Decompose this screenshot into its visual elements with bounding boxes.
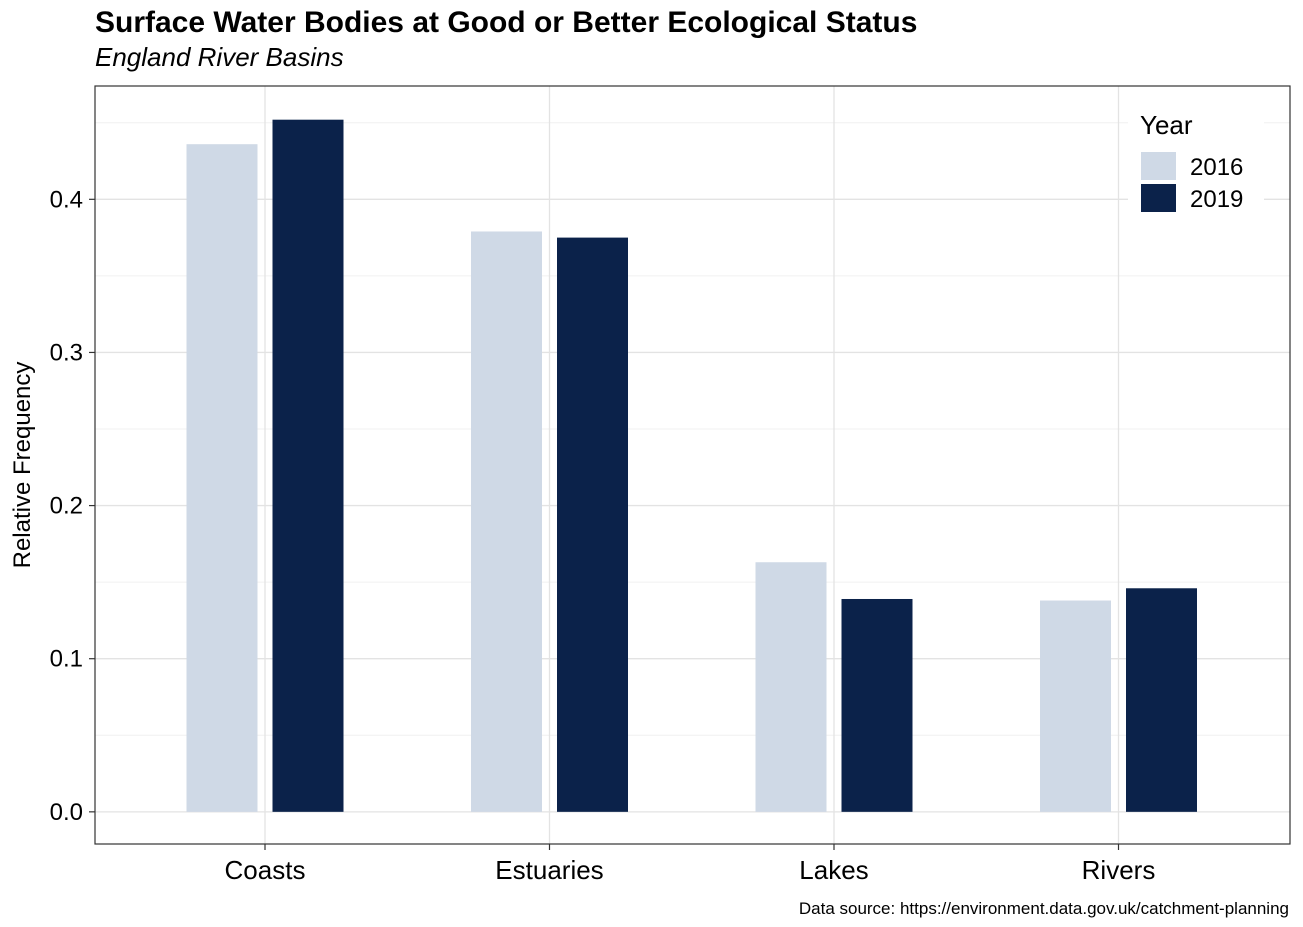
y-tick-label: 0.1 <box>50 646 83 673</box>
x-tick-label-coasts: Coasts <box>225 855 306 885</box>
legend-label-2016: 2016 <box>1190 154 1243 181</box>
bar-2016-rivers <box>1040 600 1111 812</box>
y-tick-label: 0.2 <box>50 493 83 520</box>
y-axis-title: Relative Frequency <box>9 362 36 569</box>
chart-subtitle: England River Basins <box>95 42 344 72</box>
plot-panel-border <box>94 85 1291 845</box>
legend-key-2019 <box>1141 184 1176 212</box>
y-tick-label: 0.0 <box>50 799 83 826</box>
x-tick-label-lakes: Lakes <box>799 855 868 885</box>
bar-2016-lakes <box>755 562 827 812</box>
legend-label-2019: 2019 <box>1190 186 1243 213</box>
chart-title: Surface Water Bodies at Good or Better E… <box>95 6 918 39</box>
x-tick-label-rivers: Rivers <box>1082 855 1156 885</box>
x-tick-label-estuaries: Estuaries <box>495 855 603 885</box>
data-source-caption: Data source: https://environment.data.go… <box>798 899 1289 918</box>
bar-2019-estuaries <box>557 237 628 812</box>
axes: 0.0 0.1 0.2 0.3 0.4 Coasts Estuaries Lakes River… <box>50 186 1156 885</box>
legend: Year 2016 2019 <box>1128 105 1264 221</box>
y-tick-label: 0.4 <box>50 186 83 213</box>
bar-2019-rivers <box>1126 588 1197 812</box>
bar-2019-lakes <box>841 598 913 812</box>
bars <box>186 119 1197 812</box>
bar-2016-estuaries <box>471 231 542 812</box>
legend-title: Year <box>1140 110 1193 140</box>
bar-2016-coasts <box>186 144 258 812</box>
bar-2019-coasts <box>272 119 344 812</box>
y-tick-label: 0.3 <box>50 339 83 366</box>
legend-key-2016 <box>1141 152 1176 180</box>
